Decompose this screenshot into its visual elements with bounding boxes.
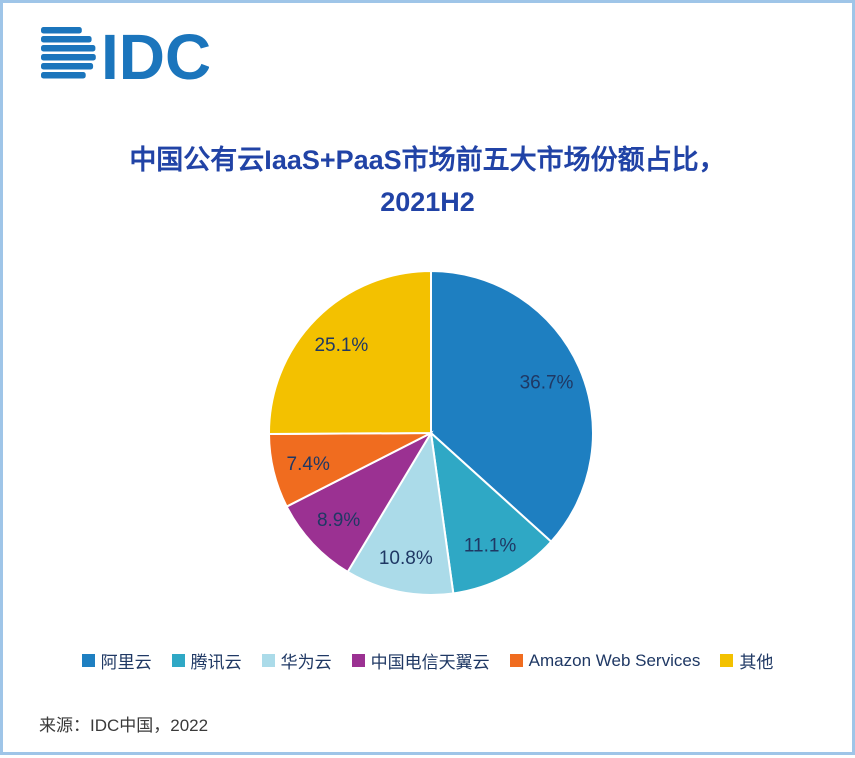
legend-item-3: 华为云 — [261, 648, 332, 673]
legend-label: 华为云 — [280, 653, 332, 672]
legend-item-2: 腾讯云 — [171, 648, 242, 673]
pie-slice-label: 7.4% — [287, 454, 330, 475]
pie-chart: 36.7% 11.1% 10.8% 8.9% 7.4% 25.1% — [267, 269, 594, 596]
pie-slice-2 — [429, 430, 553, 595]
legend-swatch — [509, 654, 523, 667]
legend-swatch — [81, 654, 95, 667]
legend-swatch — [261, 654, 275, 667]
pie-slice-label: 11.1% — [464, 536, 517, 557]
chart-title-line2: 2021H2 — [380, 187, 475, 217]
idc-logo: IDC — [39, 21, 211, 93]
legend-swatch — [351, 654, 365, 667]
legend-item-4: 中国电信天翼云 — [351, 648, 490, 673]
pie-slice-3 — [346, 430, 455, 596]
legend-label: 中国电信天翼云 — [370, 653, 490, 672]
legend-swatch — [720, 654, 734, 667]
legend-label: 腾讯云 — [190, 653, 242, 672]
legend-label: 其他 — [739, 653, 774, 672]
idc-logo-text: IDC — [101, 23, 209, 85]
pie-slice-4 — [285, 430, 434, 574]
legend-item-1: 阿里云 — [81, 648, 152, 673]
pie-slice-label: 36.7% — [520, 373, 574, 394]
legend-swatch — [171, 654, 185, 667]
source-note: 来源：IDC中国，2022 — [39, 716, 209, 735]
pie-slice-label: 25.1% — [314, 335, 368, 356]
pie-slice-label: 10.8% — [379, 548, 433, 569]
legend-label: 阿里云 — [100, 653, 152, 672]
chart-title: 中国公有云IaaS+PaaS市场前五大市场份额占比， 2021H2 — [3, 139, 852, 223]
pie-slice-1 — [430, 269, 594, 544]
legend-item-6: 其他 — [720, 648, 773, 673]
pie-slice-6 — [267, 269, 432, 436]
legend-label: Amazon Web Services — [528, 650, 701, 670]
chart-title-line1: 中国公有云IaaS+PaaS市场前五大市场份额占比， — [129, 145, 726, 175]
idc-globe-icon — [41, 27, 96, 79]
pie-slice-label: 8.9% — [317, 510, 360, 531]
legend-item-5: Amazon Web Services — [509, 650, 701, 671]
chart-legend: 阿里云 腾讯云 华为云 中国电信天翼云 Amazon Web Services 其他 — [3, 648, 852, 673]
idc-logo-graphic: IDC — [41, 21, 211, 93]
